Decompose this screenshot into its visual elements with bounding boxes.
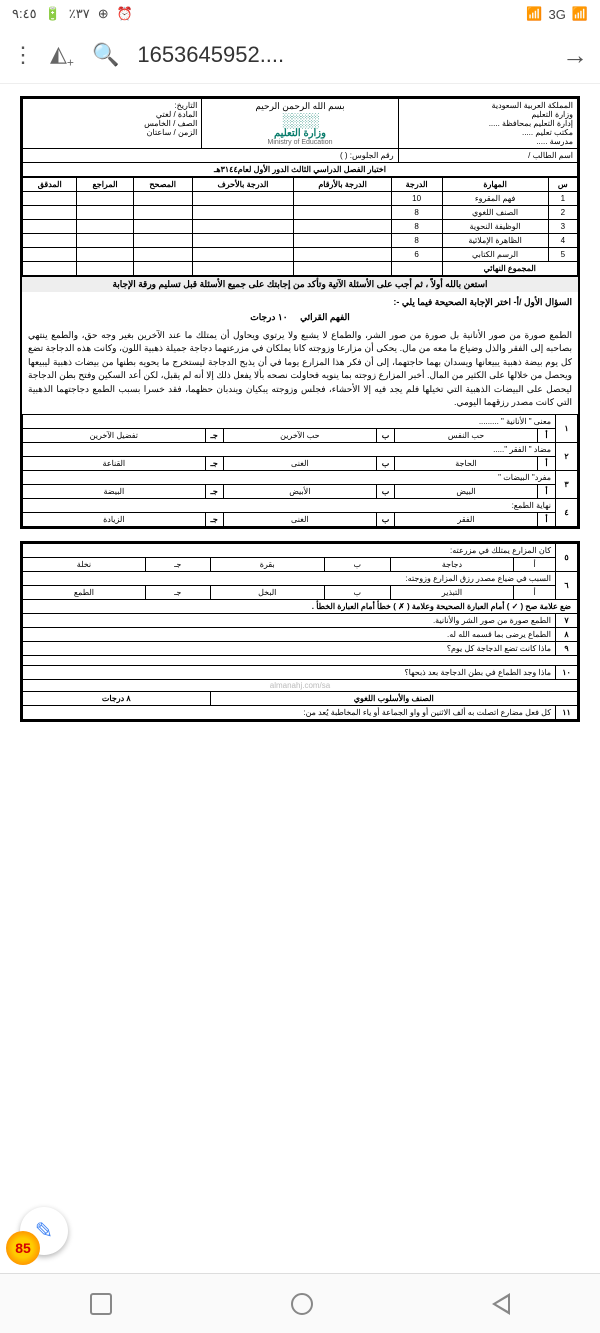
logo-text: وزارة التعليم — [206, 128, 393, 139]
col-4: الدرجة بالأحرف — [192, 178, 294, 192]
back-button[interactable] — [492, 1293, 510, 1315]
instruction: استعن بالله أولاً ، ثم أجب على الأسئلة ا… — [22, 276, 578, 292]
marks: ١٠ درجات — [250, 312, 287, 322]
plus-icon: ⊕ — [98, 6, 109, 22]
hdr-r4: مكتب تعليم ..... — [403, 128, 573, 137]
drive-add-icon[interactable]: ◭+ — [50, 41, 74, 69]
col-7: المدقق — [23, 178, 77, 192]
hdr-l1: التاريخ: — [27, 101, 197, 110]
signal-icon: 📶 — [572, 6, 588, 22]
q1-title: السؤال الأول /أ- اختر الإجابة الصحيحة في… — [393, 297, 572, 307]
col-5: المصحح — [133, 178, 192, 192]
network-type: 3G — [548, 7, 565, 22]
logo-sub: Ministry of Education — [206, 139, 393, 146]
hdr-r2: وزارة التعليم — [403, 110, 573, 119]
bismillah: بسم الله الرحمن الرحيم — [206, 101, 393, 112]
badge-value: 85 — [15, 1240, 31, 1256]
page-2: ٥كان المزارع يمتلك في مزرعته: أدجاجةببقر… — [20, 541, 580, 722]
header-table: المملكة العربية السعودية وزارة التعليم إ… — [22, 98, 578, 177]
alarm-icon: ⏰ — [117, 6, 133, 22]
student-name: اسم الطالب / — [398, 149, 577, 163]
col-3: الدرجة بالأرقام — [294, 178, 391, 192]
battery-icon: 🔋 — [45, 6, 61, 22]
seat-no: رقم الجلوس: ( ) — [23, 149, 399, 163]
hdr-l3: الصف / الخامس — [27, 119, 197, 128]
more-icon[interactable]: ⋮ — [12, 42, 32, 68]
score-badge[interactable]: 85 — [6, 1231, 40, 1265]
hdr-l4: الزمن / ساعتان — [27, 128, 197, 137]
col-6: المراجع — [77, 178, 133, 192]
col-2: الدرجة — [391, 178, 442, 192]
doc-title: 1653645952.... — [137, 42, 284, 68]
time: ٩:٤٥ — [12, 6, 37, 22]
ministry-logo-icon: ░░░░ — [282, 112, 318, 128]
system-nav — [0, 1273, 600, 1333]
app-bar: ⋮ ◭+ 🔍 1653645952.... → — [0, 28, 600, 84]
col-0: س — [548, 178, 577, 192]
document-viewport[interactable]: المملكة العربية السعودية وزارة التعليم إ… — [0, 84, 600, 1273]
watermark: almanahj.com/sa — [270, 681, 330, 690]
hdr-l2: المادة / لغتي — [27, 110, 197, 119]
hdr-r5: مدرسة ..... — [403, 137, 573, 146]
back-icon[interactable]: → — [562, 40, 588, 71]
home-button[interactable] — [291, 1293, 313, 1315]
hdr-r1: المملكة العربية السعودية — [403, 101, 573, 110]
passage: الطمع صورة من صور الأنانية بل صورة من صو… — [22, 325, 578, 414]
exam-title: اختبار الفصل الدراسي الثالث الدور الأول … — [23, 163, 578, 177]
mcq-table: ١معنى " الأنانية " ......... أحب النفسبح… — [22, 414, 578, 527]
recents-button[interactable] — [90, 1293, 112, 1315]
page-1: المملكة العربية السعودية وزارة التعليم إ… — [20, 96, 580, 529]
wifi-icon: 📶 — [526, 6, 542, 22]
page2-table: ٥كان المزارع يمتلك في مزرعته: أدجاجةببقر… — [22, 543, 578, 720]
scores-table: س المهارة الدرجة الدرجة بالأرقام الدرجة … — [22, 177, 578, 276]
reading-title: الفهم القرائي — [300, 312, 350, 322]
battery-pct: ٪٣٧ — [69, 6, 90, 22]
status-bar: ٩:٤٥ 🔋 ٪٣٧ ⊕ ⏰ 📶 3G 📶 — [0, 0, 600, 28]
col-1: المهارة — [442, 178, 548, 192]
find-in-page-icon[interactable]: 🔍 — [92, 42, 119, 68]
hdr-r3: إدارة التعليم بمحافظة ..... — [403, 119, 573, 128]
